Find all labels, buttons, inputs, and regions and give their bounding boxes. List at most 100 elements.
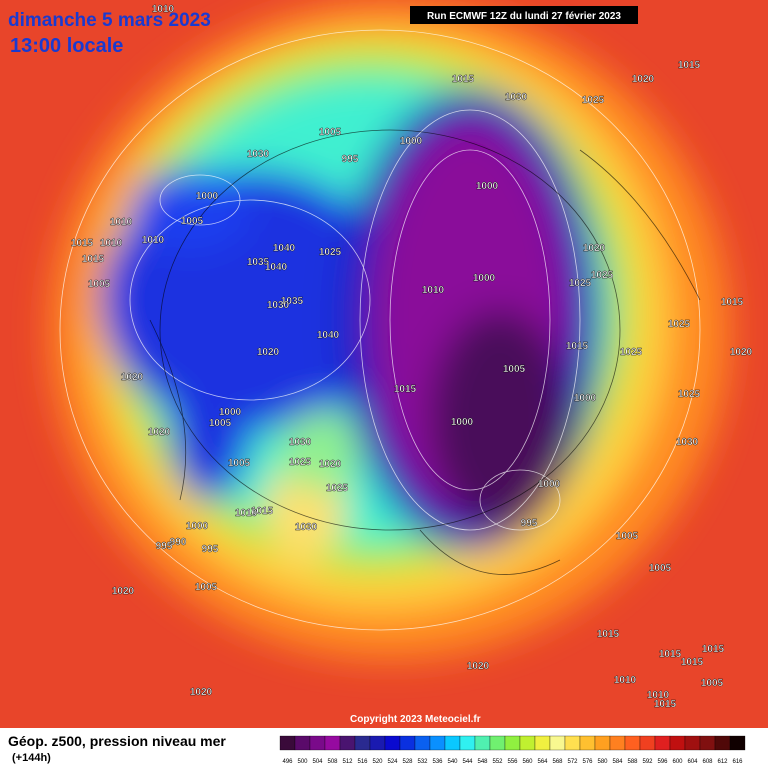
scale-swatch — [699, 735, 716, 751]
scale-swatch — [399, 735, 416, 751]
pressure-label: 1010 — [235, 508, 258, 519]
pressure-label: 1000 — [219, 407, 242, 418]
scale-swatch — [549, 735, 566, 751]
pressure-label: 1010 — [614, 675, 637, 686]
pressure-label: 1015 — [597, 629, 620, 640]
scale-label: 572 — [567, 759, 578, 765]
pressure-label: 995 — [521, 518, 538, 529]
pressure-label: 1015 — [654, 699, 677, 710]
pressure-label: 1000 — [196, 191, 219, 202]
pressure-label: 1025 — [668, 319, 691, 330]
scale-swatch — [624, 735, 641, 751]
pressure-label: 1005 — [701, 678, 724, 689]
scale-swatch — [504, 735, 521, 751]
pressure-label: 1025 — [569, 278, 592, 289]
scale-label: 576 — [582, 759, 593, 765]
scale-swatch — [354, 735, 371, 751]
pressure-label: 1015 — [721, 297, 744, 308]
scale-swatch — [414, 735, 431, 751]
scale-label: 544 — [462, 759, 473, 765]
pressure-label: 1025 — [620, 347, 643, 358]
pressure-label: 1015 — [681, 657, 704, 668]
scale-label: 520 — [372, 759, 383, 765]
scale-label: 528 — [402, 759, 413, 765]
pressure-label: 1030 — [505, 92, 528, 103]
scale-swatch — [339, 735, 356, 751]
copyright: Copyright 2023 Meteociel.fr — [350, 714, 481, 725]
pressure-label: 1015 — [71, 238, 94, 249]
scale-label: 596 — [657, 759, 668, 765]
scale-label: 536 — [432, 759, 443, 765]
scale-swatch — [729, 735, 746, 751]
scale-swatch — [489, 735, 506, 751]
legend-title: Géop. z500, pression niveau mer — [8, 733, 226, 749]
scale-label: 516 — [357, 759, 368, 765]
scale-label: 496 — [282, 759, 293, 765]
pressure-label: 1000 — [186, 521, 209, 532]
pressure-label: 1020 — [319, 459, 342, 470]
scale-label: 564 — [537, 759, 548, 765]
pressure-label: 1005 — [228, 458, 251, 469]
pressure-label: 1015 — [566, 341, 589, 352]
pressure-label: 1000 — [451, 417, 474, 428]
pressure-label: 1020 — [583, 243, 606, 254]
scale-swatch — [294, 735, 311, 751]
pressure-label: 1040 — [273, 243, 296, 254]
pressure-label: 1000 — [476, 181, 499, 192]
scale-swatch — [684, 735, 701, 751]
scale-swatch — [384, 735, 401, 751]
pressure-label: 1020 — [121, 372, 144, 383]
scale-swatch — [429, 735, 446, 751]
pressure-label: 1020 — [148, 427, 171, 438]
scale-swatch — [609, 735, 626, 751]
date-title: dimanche 5 mars 2023 — [8, 10, 211, 31]
pressure-label: 1030 — [267, 300, 290, 311]
scale-swatch — [459, 735, 476, 751]
scale-swatch — [534, 735, 551, 751]
scale-label: 560 — [522, 759, 533, 765]
pressure-label: 1015 — [702, 644, 725, 655]
pressure-label: 995 — [202, 544, 219, 555]
scale-swatch — [639, 735, 656, 751]
scale-label: 592 — [642, 759, 653, 765]
scale-swatch — [594, 735, 611, 751]
scale-label: 508 — [327, 759, 338, 765]
pressure-label: 1030 — [289, 437, 312, 448]
pressure-label: 1015 — [659, 649, 682, 660]
scale-label: 548 — [477, 759, 488, 765]
scale-label: 500 — [297, 759, 308, 765]
pressure-label: 1030 — [676, 437, 699, 448]
pressure-label: 1035 — [247, 257, 270, 268]
pressure-label: 1005 — [616, 531, 639, 542]
pressure-label: 1020 — [190, 687, 213, 698]
pressure-label: 1025 — [582, 95, 605, 106]
scale-label: 556 — [507, 759, 518, 765]
scale-swatch — [654, 735, 671, 751]
scale-swatch — [309, 735, 326, 751]
pressure-label: 1015 — [82, 254, 105, 265]
pressure-label: 1020 — [112, 586, 135, 597]
pressure-label: 1015 — [452, 74, 475, 85]
pressure-label: 1040 — [317, 330, 340, 341]
pressure-label: 1020 — [730, 347, 753, 358]
pressure-label: 1025 — [319, 247, 342, 258]
pressure-label: 1020 — [257, 347, 280, 358]
scale-label: 552 — [492, 759, 503, 765]
scale-label: 580 — [597, 759, 608, 765]
pressure-label: 1000 — [473, 273, 496, 284]
pressure-label: 1015 — [394, 384, 417, 395]
scale-swatch — [519, 735, 536, 751]
pressure-label: 1010 — [142, 235, 165, 246]
scale-label: 616 — [732, 759, 743, 765]
scale-swatch — [324, 735, 341, 751]
pressure-label: 1005 — [209, 418, 232, 429]
pressure-label: 1030 — [295, 522, 318, 533]
pressure-label: 1025 — [678, 389, 701, 400]
pressure-label: 1005 — [319, 127, 342, 138]
scale-swatch — [669, 735, 686, 751]
pressure-label: 1020 — [467, 661, 490, 672]
pressure-label: 1005 — [503, 364, 526, 375]
pressure-label: 1030 — [247, 149, 270, 160]
scale-swatch — [444, 735, 461, 751]
